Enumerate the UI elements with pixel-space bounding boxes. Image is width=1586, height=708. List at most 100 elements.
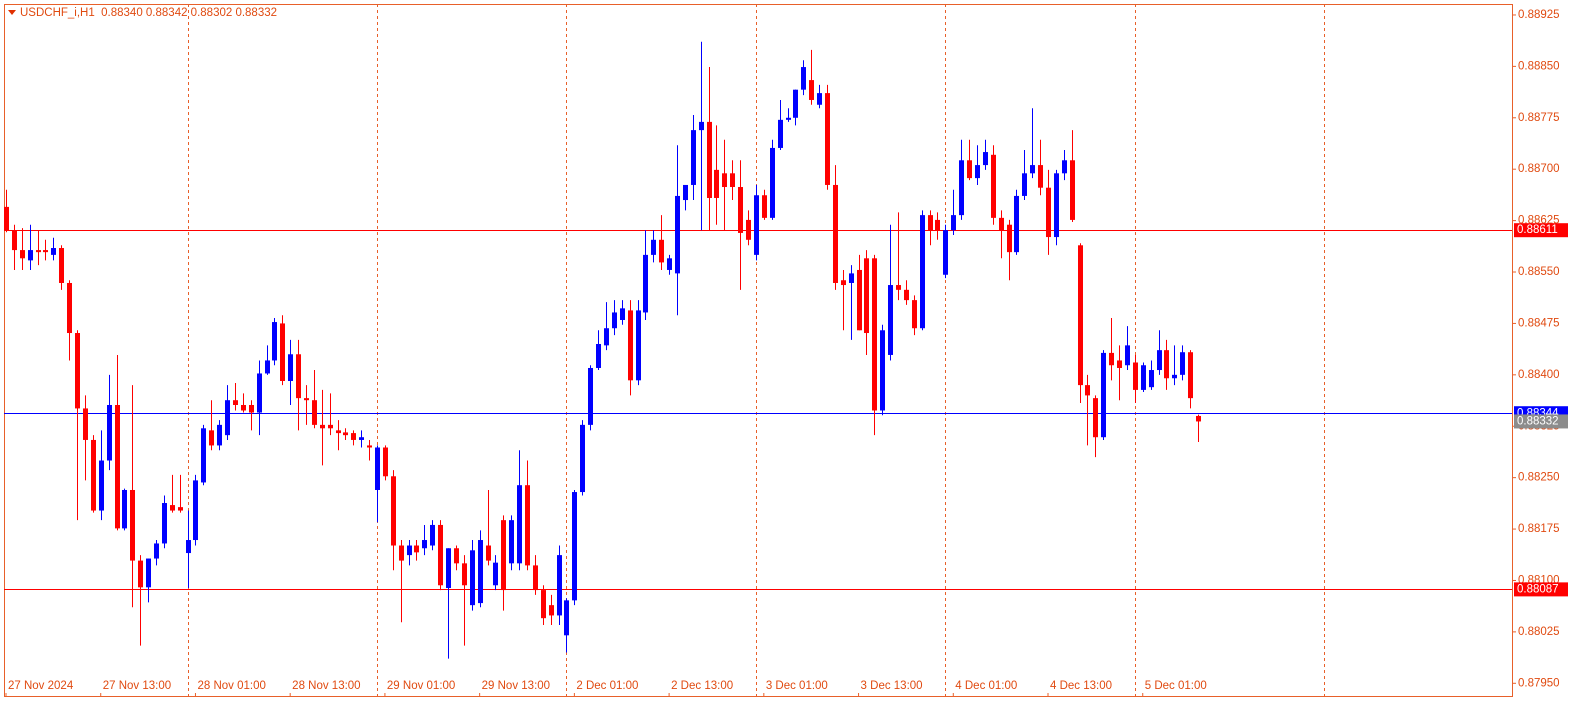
candle-body <box>951 215 956 231</box>
candle-body <box>833 184 838 283</box>
candle-body <box>288 354 293 382</box>
candle-body <box>809 80 814 100</box>
candle-body <box>628 310 633 381</box>
x-tick-label: 3 Dec 01:00 <box>766 680 828 692</box>
candle-body <box>115 404 120 529</box>
candle-body <box>201 428 206 483</box>
candle-body <box>935 219 940 231</box>
candle-body <box>975 165 980 179</box>
bid-label: 0.88332 <box>1517 415 1559 427</box>
chart-title: USDCHF_i,H1 0.88340 0.88342 0.88302 0.88… <box>20 7 277 19</box>
candle-body <box>67 282 72 334</box>
candle-body <box>738 187 743 233</box>
candle-body <box>1109 352 1114 366</box>
y-tick-label: 0.88700 <box>1518 163 1560 175</box>
candle-body <box>336 430 341 434</box>
candle-body <box>241 404 246 411</box>
candle-body <box>351 433 356 440</box>
bid-label-box <box>1514 414 1568 429</box>
candle-body <box>549 605 554 616</box>
candle-body <box>217 424 222 446</box>
candle-body <box>359 437 364 440</box>
candle-body <box>280 323 285 382</box>
candle-body <box>91 439 96 511</box>
candle-body <box>99 460 104 511</box>
candle-body <box>1054 173 1059 238</box>
candle-body <box>209 430 214 446</box>
candle-body <box>943 230 948 275</box>
candle-body <box>533 565 538 591</box>
candle-body <box>525 485 530 566</box>
candle-body <box>391 476 396 546</box>
candle-body <box>849 273 854 283</box>
candle-body <box>1149 370 1154 388</box>
candle-body <box>36 250 41 253</box>
candle-body <box>967 160 972 179</box>
candle-body <box>817 93 822 105</box>
candle-body <box>75 333 80 409</box>
candle-body <box>1164 350 1169 379</box>
candle-body <box>1180 352 1185 375</box>
candle-body <box>1141 365 1146 390</box>
candle-body <box>872 258 877 411</box>
candle-body <box>880 330 885 411</box>
candle-body <box>643 254 648 313</box>
candle-body <box>265 360 270 374</box>
candle-body <box>999 217 1004 231</box>
candle-body <box>1125 345 1130 366</box>
candle-body <box>162 503 167 544</box>
candle-body <box>1117 360 1122 368</box>
candle-body <box>904 289 909 301</box>
y-tick-label: 0.88475 <box>1518 317 1560 329</box>
x-tick-label: 28 Nov 01:00 <box>197 680 265 692</box>
candle-body <box>178 507 183 511</box>
candle-body <box>928 215 933 231</box>
title-icon <box>8 10 16 15</box>
candle-body <box>588 367 593 425</box>
candle-body <box>517 485 522 564</box>
candle-body <box>501 520 506 591</box>
candle-body <box>146 558 151 588</box>
candle-body <box>636 310 641 381</box>
x-tick-label: 27 Nov 2024 <box>8 680 74 692</box>
candle-body <box>438 524 443 586</box>
candle-body <box>1101 352 1106 438</box>
candle-body <box>154 543 159 559</box>
y-tick-label: 0.88175 <box>1518 523 1560 535</box>
x-tick-label: 28 Nov 13:00 <box>292 680 360 692</box>
y-tick-label: 0.88550 <box>1518 266 1560 278</box>
candle-body <box>12 230 17 251</box>
candle-body <box>28 250 33 261</box>
candle-body <box>793 89 798 118</box>
candle-body <box>186 540 191 554</box>
x-tick-label: 29 Nov 01:00 <box>387 680 455 692</box>
candle-body <box>612 312 617 329</box>
candle-body <box>59 248 64 283</box>
y-tick-label: 0.88400 <box>1518 369 1560 381</box>
candle-body <box>414 545 419 553</box>
candle-body <box>1157 350 1162 371</box>
x-tick-label: 3 Dec 13:00 <box>861 680 923 692</box>
candle-body <box>604 328 609 346</box>
candle-body <box>722 173 727 188</box>
candle-body <box>762 195 767 218</box>
y-tick-label: 0.88250 <box>1518 472 1560 484</box>
candle-body <box>454 548 459 564</box>
candle-body <box>272 322 277 361</box>
candle-body <box>122 489 127 529</box>
candle-body <box>509 520 514 564</box>
x-tick-label: 2 Dec 01:00 <box>576 680 638 692</box>
candle-body <box>572 492 577 601</box>
candle-body <box>383 447 388 477</box>
candle-body <box>1062 160 1067 174</box>
candle-body <box>564 600 569 636</box>
candle-body <box>43 250 48 253</box>
candle-body <box>486 545 491 561</box>
candle-body <box>470 550 475 606</box>
candle-body <box>1022 173 1027 196</box>
candle-body <box>959 160 964 216</box>
candle-body <box>328 424 333 429</box>
candle-body <box>399 545 404 561</box>
